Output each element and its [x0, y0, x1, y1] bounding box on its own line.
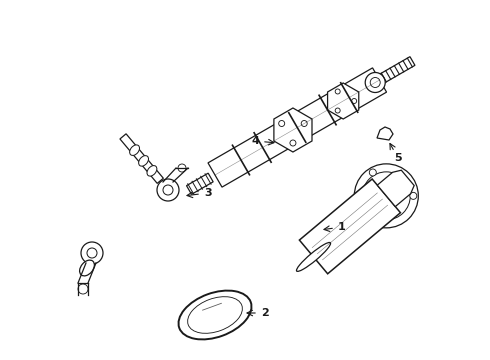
Polygon shape: [120, 134, 163, 183]
Ellipse shape: [296, 242, 331, 271]
Circle shape: [335, 89, 340, 94]
Circle shape: [365, 72, 385, 93]
Circle shape: [157, 179, 179, 201]
Polygon shape: [377, 170, 414, 207]
Circle shape: [369, 169, 376, 176]
Text: 2: 2: [261, 308, 269, 318]
Ellipse shape: [188, 297, 243, 333]
Text: 4: 4: [251, 136, 259, 146]
Polygon shape: [187, 173, 213, 194]
Circle shape: [290, 140, 296, 146]
Circle shape: [362, 172, 410, 220]
Polygon shape: [274, 108, 312, 152]
Circle shape: [354, 164, 418, 228]
Circle shape: [78, 284, 88, 294]
Circle shape: [279, 121, 285, 126]
Circle shape: [163, 185, 173, 195]
Circle shape: [335, 108, 340, 113]
Circle shape: [370, 77, 380, 87]
Polygon shape: [377, 127, 393, 140]
Circle shape: [81, 242, 103, 264]
Ellipse shape: [130, 145, 140, 156]
Circle shape: [352, 99, 357, 104]
Polygon shape: [299, 179, 400, 274]
Polygon shape: [379, 57, 415, 83]
Ellipse shape: [79, 260, 95, 276]
Text: 1: 1: [338, 222, 346, 232]
Text: 3: 3: [204, 188, 212, 198]
Text: 5: 5: [394, 153, 402, 163]
Circle shape: [87, 248, 97, 258]
Polygon shape: [328, 83, 359, 119]
Ellipse shape: [139, 156, 148, 166]
Polygon shape: [208, 68, 387, 187]
Ellipse shape: [178, 291, 251, 339]
Circle shape: [301, 121, 307, 126]
Ellipse shape: [147, 166, 157, 176]
Circle shape: [178, 164, 186, 172]
Circle shape: [369, 216, 376, 223]
Circle shape: [410, 192, 417, 199]
